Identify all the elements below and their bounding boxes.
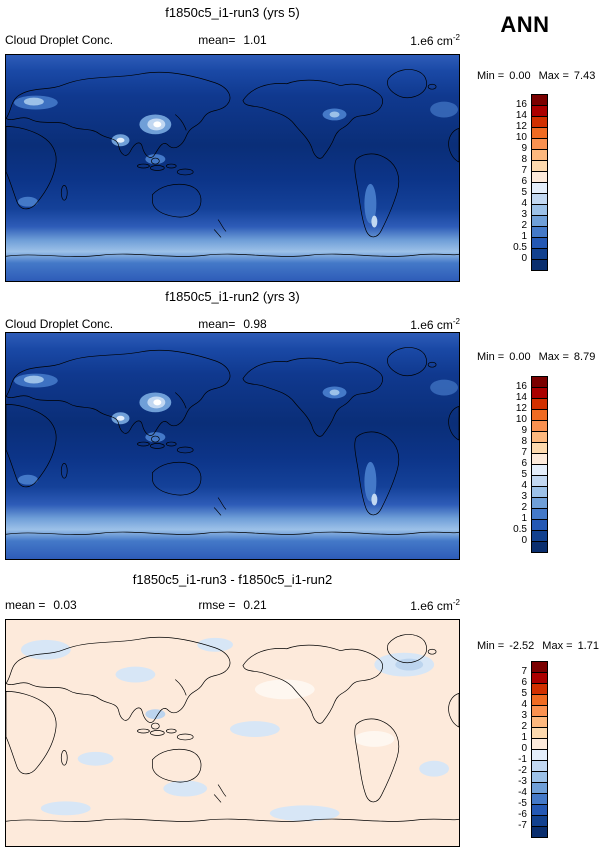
colorbar-tick-label: 9 — [521, 143, 527, 154]
colorbar-tick-label: 7 — [521, 666, 527, 677]
colorbar-tick-label: 0.5 — [513, 242, 527, 253]
units-base: 1.e6 cm — [410, 599, 453, 613]
panel-diff-stats: mean = 0.03 rmse = 0.21 1.e6 cm-2 — [5, 598, 460, 613]
panel-run3-stats: Cloud Droplet Conc. mean= 1.01 1.e6 cm-2 — [5, 33, 460, 48]
panel-run3-title: f1850c5_i1-run3 (yrs 5) — [165, 5, 300, 20]
colorbar-run3: 16 14 12 10 9 8 7 6 5 4 3 2 1 0.5 0 — [494, 94, 554, 272]
mean-stat: mean= 0.98 — [5, 317, 460, 331]
map-run2 — [5, 332, 460, 560]
colorbar-tick-label: 1 — [521, 513, 527, 524]
panel-run2-title: f1850c5_i1-run2 (yrs 3) — [165, 289, 300, 304]
colorbar-tick-label: 12 — [515, 403, 527, 414]
colorbar-tick-label: 10 — [515, 414, 527, 425]
colorbar-tick-label: 8 — [521, 154, 527, 165]
map-diff — [5, 619, 460, 847]
colorbar-tick-label: 0 — [521, 535, 527, 546]
colorbar-tick-label: 9 — [521, 425, 527, 436]
colorbar-tick-label: 14 — [515, 392, 527, 403]
rmse-label: rmse = — [198, 598, 236, 612]
colorbar-tick-label: 8 — [521, 436, 527, 447]
min-value: -2.52 — [509, 640, 535, 652]
colorbar-tick-label: 1 — [521, 231, 527, 242]
colorbar-tick-label: 2 — [521, 502, 527, 513]
panel-diff-title: f1850c5_i1-run3 - f1850c5_i1-run2 — [132, 572, 333, 587]
colorbar-tick-label: 14 — [515, 110, 527, 121]
colorbar-tick-label: -5 — [518, 798, 527, 809]
rmse-value: 0.21 — [243, 598, 267, 612]
units-exponent: -2 — [452, 598, 460, 607]
map-run3 — [5, 54, 460, 282]
colorbar-tick-label: 3 — [521, 491, 527, 502]
colorbar-tick-label: 7 — [521, 165, 527, 176]
colorbar-tick-label: 5 — [521, 688, 527, 699]
mean-value: 0.03 — [53, 598, 77, 612]
colorbar-diff: 7 6 5 4 3 2 1 0 -1 -2 -3 -4 -5 -6 -7 — [494, 661, 554, 839]
max-value: 8.79 — [573, 351, 596, 363]
colorbar-tick-label: 1 — [521, 732, 527, 743]
units-exponent: -2 — [452, 33, 460, 42]
units-label: 1.e6 cm-2 — [410, 317, 460, 332]
colorbar-tick-label: 4 — [521, 480, 527, 491]
min-value: 0.00 — [509, 70, 531, 82]
max-label: Max = — [538, 351, 569, 363]
units-base: 1.e6 cm — [410, 34, 453, 48]
colorbar-tick-label: -3 — [518, 776, 527, 787]
units-label: 1.e6 cm-2 — [410, 598, 460, 613]
colorbar-tick-label: 4 — [521, 198, 527, 209]
colorbar-tick-label: 2 — [521, 220, 527, 231]
minmax-diff: Min = -2.52 Max = 1.71 — [477, 640, 607, 652]
max-label: Max = — [542, 640, 573, 652]
min-label: Min = — [477, 351, 505, 363]
colorbar-tick-label: 5 — [521, 187, 527, 198]
colorbar-tick-label: -7 — [518, 820, 527, 831]
colorbar-cell — [531, 826, 548, 838]
colorbar-tick-label: -2 — [518, 765, 527, 776]
colorbar-tick-label: 3 — [521, 209, 527, 220]
colorbar-tick-label: 0 — [521, 743, 527, 754]
panel-run2-stats: Cloud Droplet Conc. mean= 0.98 1.e6 cm-2 — [5, 317, 460, 332]
rmse-stat: rmse = 0.21 — [5, 598, 460, 612]
min-label: Min = — [477, 70, 505, 82]
min-value: 0.00 — [509, 351, 531, 363]
colorbar-tick-label: -4 — [518, 787, 527, 798]
mean-stat: mean = 0.03 — [5, 598, 77, 612]
colorbar-tick-label: 6 — [521, 176, 527, 187]
colorbar-tick-label: 12 — [515, 121, 527, 132]
colorbar-tick-label: 0.5 — [513, 524, 527, 535]
units-exponent: -2 — [452, 317, 460, 326]
mean-value: 1.01 — [243, 33, 267, 47]
colorbar-tick-label: 10 — [515, 132, 527, 143]
colorbar-tick-label: 3 — [521, 710, 527, 721]
min-label: Min = — [477, 640, 505, 652]
variable-label: Cloud Droplet Conc. — [5, 317, 114, 331]
mean-value: 0.98 — [243, 317, 267, 331]
units-label: 1.e6 cm-2 — [410, 33, 460, 48]
minmax-run2: Min = 0.00 Max = 8.79 — [477, 351, 607, 363]
colorbar-tick-label: 2 — [521, 721, 527, 732]
colorbar-tick-label: 4 — [521, 699, 527, 710]
max-label: Max = — [538, 70, 569, 82]
colorbar-tick-label: 16 — [515, 381, 527, 392]
colorbar-run2: 16 14 12 10 9 8 7 6 5 4 3 2 1 0.5 0 — [494, 376, 554, 554]
colorbar-tick-label: 6 — [521, 458, 527, 469]
variable-label: Cloud Droplet Conc. — [5, 33, 114, 47]
minmax-run3: Min = 0.00 Max = 7.43 — [477, 70, 607, 82]
mean-stat: mean= 1.01 — [5, 33, 460, 47]
colorbar-cell — [531, 541, 548, 553]
colorbar-tick-label: 0 — [521, 253, 527, 264]
colorbar-cell — [531, 259, 548, 271]
units-base: 1.e6 cm — [410, 318, 453, 332]
colorbar-tick-label: 7 — [521, 447, 527, 458]
colorbar-tick-label: 5 — [521, 469, 527, 480]
mean-label: mean= — [198, 33, 236, 47]
max-value: 7.43 — [573, 70, 596, 82]
max-value: 1.71 — [577, 640, 599, 652]
mean-label: mean = — [5, 598, 46, 612]
colorbar-tick-label: 6 — [521, 677, 527, 688]
colorbar-tick-label: 16 — [515, 99, 527, 110]
mean-label: mean= — [198, 317, 236, 331]
season-label: ANN — [500, 12, 550, 37]
colorbar-tick-label: -1 — [518, 754, 527, 765]
colorbar-tick-label: -6 — [518, 809, 527, 820]
